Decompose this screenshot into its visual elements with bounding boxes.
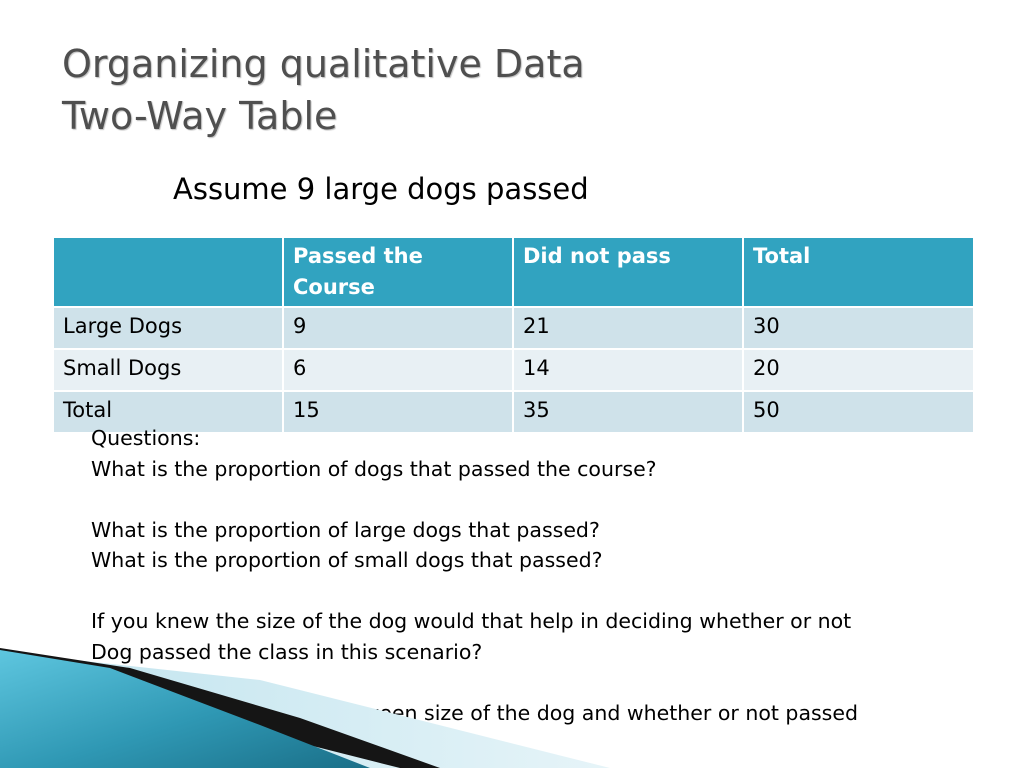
question-5-start: Is there an (91, 700, 208, 725)
row-label-cell: Total (52, 390, 284, 434)
question-4-line-1: If you knew the size of the dog would th… (91, 609, 852, 633)
blank-line (91, 576, 858, 607)
blank-line (91, 484, 858, 515)
question-5-end: between size of the dog and whether or n… (322, 700, 858, 725)
subtitle: Assume 9 large dogs passed (173, 172, 589, 206)
table-cell: 14 (512, 348, 744, 392)
table-row: Small Dogs 6 14 20 (52, 348, 975, 392)
association-term: association (207, 700, 323, 725)
table-cell: 50 (742, 390, 975, 434)
title-line-1: Organizing qualitative Data (62, 42, 585, 86)
table-row: Total 15 35 50 (52, 390, 975, 434)
blank-line (91, 667, 858, 698)
question-2: What is the proportion of large dogs tha… (91, 517, 600, 542)
table-row: Large Dogs 9 21 30 (52, 306, 975, 350)
question-5: Is there an association between size of … (91, 698, 858, 729)
header-cell-did-not-pass: Did not pass (512, 236, 744, 308)
table-cell: 30 (742, 306, 975, 350)
table-cell: 9 (282, 306, 514, 350)
title-line-2: Two-Way Table (62, 94, 338, 138)
two-way-table: Passed the Course Did not pass Total Lar… (52, 236, 975, 434)
table-cell: 21 (512, 306, 744, 350)
questions-heading: Questions: (91, 426, 201, 450)
table-cell: 20 (742, 348, 975, 392)
header-cell-passed: Passed the Course (282, 236, 514, 308)
question-1: What is the proportion of dogs that pass… (91, 456, 657, 481)
table-cell: 6 (282, 348, 514, 392)
question-3: What is the proportion of small dogs tha… (91, 548, 603, 572)
row-label-cell: Large Dogs (52, 306, 284, 350)
questions-block: Questions: What is the proportion of dog… (91, 423, 858, 728)
table-cell: 15 (282, 390, 514, 434)
table-header-row: Passed the Course Did not pass Total (52, 236, 975, 308)
table-cell: 35 (512, 390, 744, 434)
slide-title: Organizing qualitative Data Two-Way Tabl… (62, 38, 585, 142)
question-4-line-2: Dog passed the class in this scenario? (91, 639, 483, 664)
header-cell-corner (52, 236, 284, 308)
header-cell-total: Total (742, 236, 975, 308)
row-label-cell: Small Dogs (52, 348, 284, 392)
